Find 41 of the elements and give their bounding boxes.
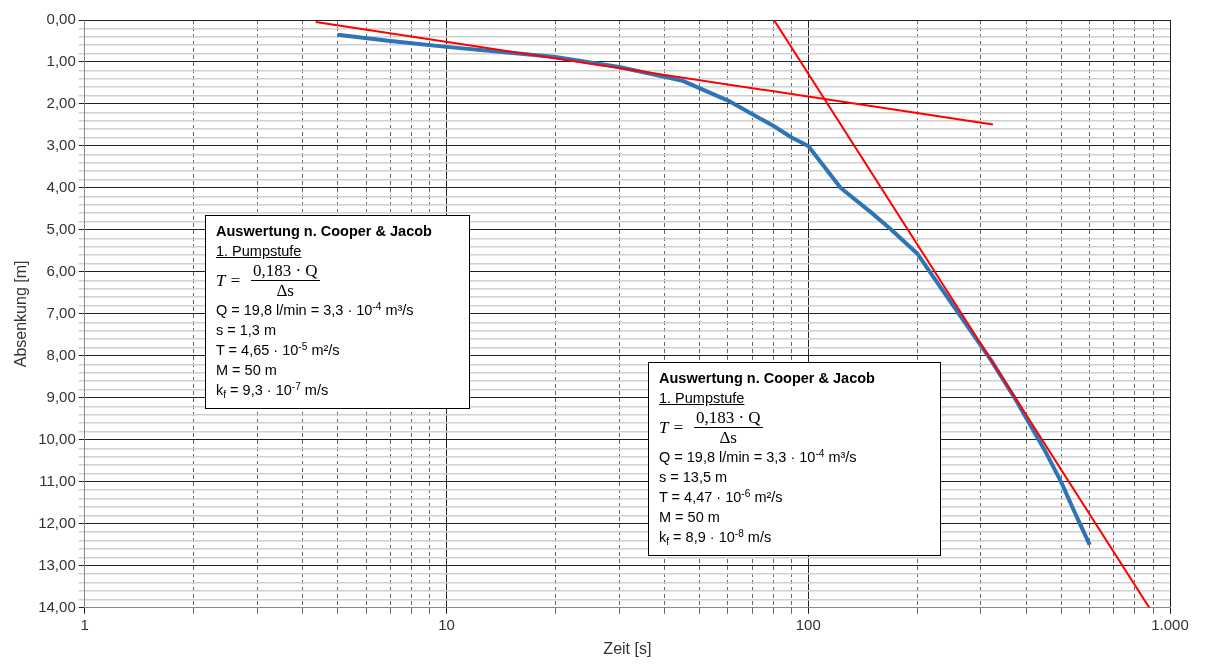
annotation: M = 50 m [659, 508, 721, 527]
annotation: 1. Pumpstufe [216, 243, 302, 259]
annotation: Q = 19,8 l/min = 3,3 · 10$^{-4}$ m³/s [659, 447, 858, 467]
annotation: 0,183 · Q [250, 261, 320, 281]
annotation: s = 13,5 m [659, 468, 729, 487]
annotation: s = 1,3 m [216, 321, 278, 340]
annotation: Q = 19,8 l/min = 3,3 · 10$^{-4}$ m³/s [216, 300, 415, 320]
annotation: 1. Pumpstufe [659, 390, 745, 406]
y-tick-label: 13,00 [38, 555, 76, 573]
annotation: Δs [719, 428, 737, 447]
annotation: Auswertung n. Cooper & Jacob [659, 369, 876, 388]
y-tick-label: 4,00 [46, 178, 76, 196]
y-tick-label: 0,00 [46, 10, 76, 28]
y-tick-label: 3,00 [46, 136, 76, 154]
annotation: k$_{f}$ = 9,3 · 10$^{-7}$ m/s [216, 380, 330, 400]
annotation: T = 4,65 · 10$^{-5}$ m²/s [216, 340, 341, 360]
annotation: T = [659, 418, 684, 437]
x-tick-label: 1.000 [1151, 615, 1189, 633]
annotation: Δs [276, 281, 294, 300]
y-tick-label: 2,00 [46, 94, 76, 112]
y-tick-label: 12,00 [38, 513, 76, 531]
annotation: k$_{f}$ = 8,9 · 10$^{-8}$ m/s [659, 527, 773, 547]
y-tick-label: 9,00 [46, 388, 76, 406]
y-tick-label: 6,00 [46, 262, 76, 280]
y-axis-title: Absenkung [m] [12, 260, 30, 368]
y-tick-label: 1,00 [46, 52, 76, 70]
y-tick-label: 11,00 [39, 471, 76, 489]
y-tick-label: 5,00 [46, 220, 76, 238]
x-tick-label: 100 [795, 615, 821, 633]
x-tick-label: 10 [438, 615, 455, 633]
annotation: 0,183 · Q [693, 408, 763, 428]
annotation: M = 50 m [216, 361, 278, 380]
y-tick-label: 14,00 [38, 597, 76, 615]
y-tick-label: 10,00 [38, 430, 76, 447]
y-tick-label: 8,00 [46, 346, 76, 364]
annotation: T = 4,47 · 10$^{-6}$ m²/s [659, 487, 784, 507]
x-axis-title: Zeit [s] [603, 639, 652, 657]
annotation: T = [216, 271, 241, 290]
annotation: Auswertung n. Cooper & Jacob [216, 222, 433, 241]
x-tick-label: 1 [80, 615, 89, 633]
y-tick-label: 7,00 [46, 304, 76, 322]
